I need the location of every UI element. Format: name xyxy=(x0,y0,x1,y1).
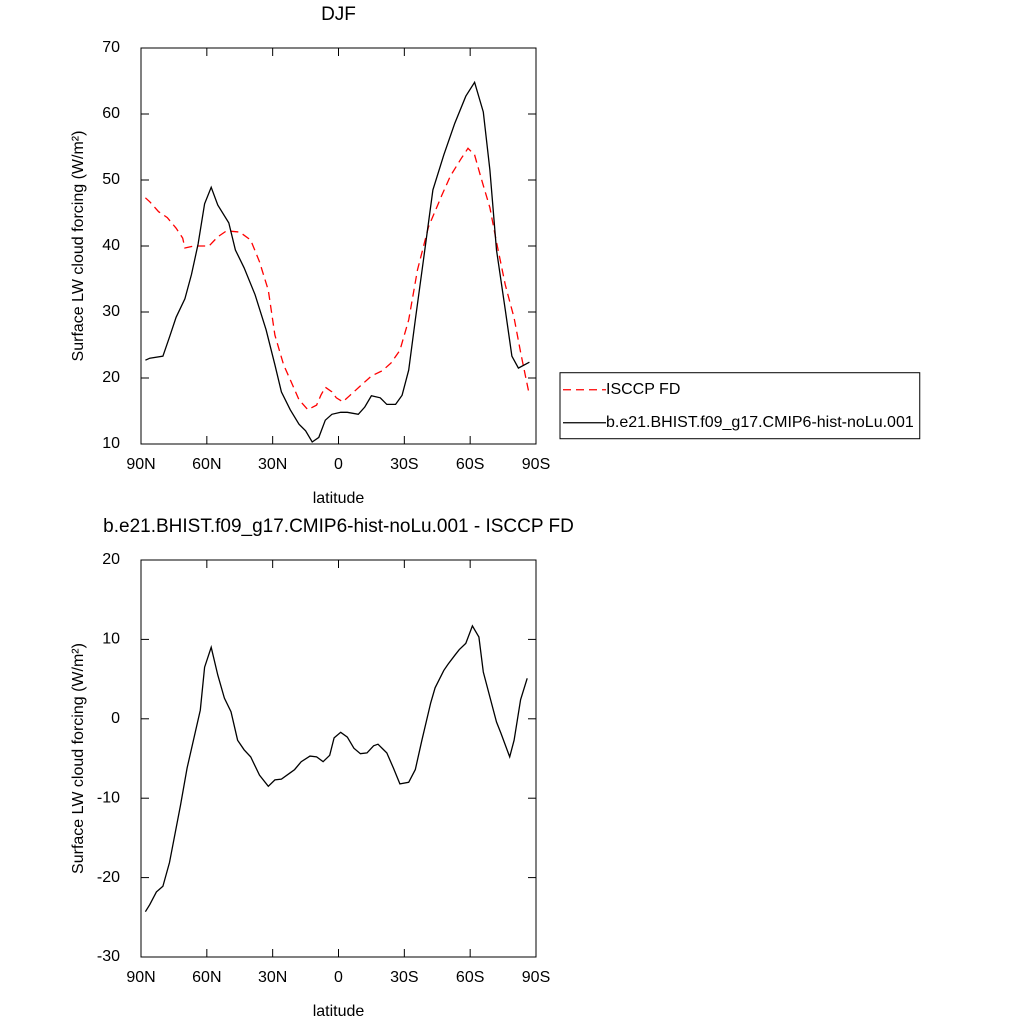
legend-label: b.e21.BHIST.f09_g17.CMIP6-hist-noLu.001 xyxy=(606,414,914,431)
x-tick-label: 30N xyxy=(258,456,287,473)
x-tick-label: 60S xyxy=(456,969,484,986)
x-tick-label: 30N xyxy=(258,969,287,986)
data-line xyxy=(144,624,528,913)
x-tick-label: 60N xyxy=(192,969,221,986)
legend: ISCCP FD b.e21.BHIST.f09_g17.CMIP6-hist-n… xyxy=(559,372,921,440)
x-tick-label: 60S xyxy=(456,456,484,473)
x-tick-label: 90S xyxy=(522,969,550,986)
data-line xyxy=(144,147,531,411)
y-tick-label: 50 xyxy=(102,171,120,188)
x-tick-label: 90N xyxy=(126,456,155,473)
x-tick-label: 90S xyxy=(522,456,550,473)
y-tick-label: 0 xyxy=(111,710,120,727)
y-tick-label: 20 xyxy=(102,551,120,568)
data-line xyxy=(145,80,530,443)
plot-frame xyxy=(140,47,537,445)
y-tick-label: -10 xyxy=(97,789,120,806)
legend-box xyxy=(559,372,921,440)
x-tick-label: 0 xyxy=(334,456,343,473)
y-tick-label: 40 xyxy=(102,237,120,254)
x-tick-label: 0 xyxy=(334,969,343,986)
y-tick-label: -30 xyxy=(97,948,120,965)
y-tick-label: 60 xyxy=(102,105,120,122)
y-tick-label: 10 xyxy=(102,631,120,648)
y-tick-label: 70 xyxy=(102,39,120,56)
y-axis-label: Surface LW cloud forcing (W/m²) xyxy=(70,131,87,362)
legend-label: ISCCP FD xyxy=(606,381,680,398)
x-tick-label: 60N xyxy=(192,456,221,473)
x-tick-label: 90N xyxy=(126,969,155,986)
y-axis-label: Surface LW cloud forcing (W/m²) xyxy=(70,643,87,874)
chart-title: DJF xyxy=(321,4,356,25)
y-tick-label: 30 xyxy=(102,303,120,320)
y-tick-label: 10 xyxy=(102,435,120,452)
y-tick-label: 20 xyxy=(102,369,120,386)
x-axis-label: latitude xyxy=(313,1003,365,1020)
plot-frame xyxy=(140,559,537,958)
x-tick-label: 30S xyxy=(390,456,418,473)
x-axis-label: latitude xyxy=(313,490,365,507)
chart-title: b.e21.BHIST.f09_g17.CMIP6-hist-noLu.001 … xyxy=(103,516,574,537)
y-tick-label: -20 xyxy=(97,869,120,886)
x-tick-label: 30S xyxy=(390,969,418,986)
